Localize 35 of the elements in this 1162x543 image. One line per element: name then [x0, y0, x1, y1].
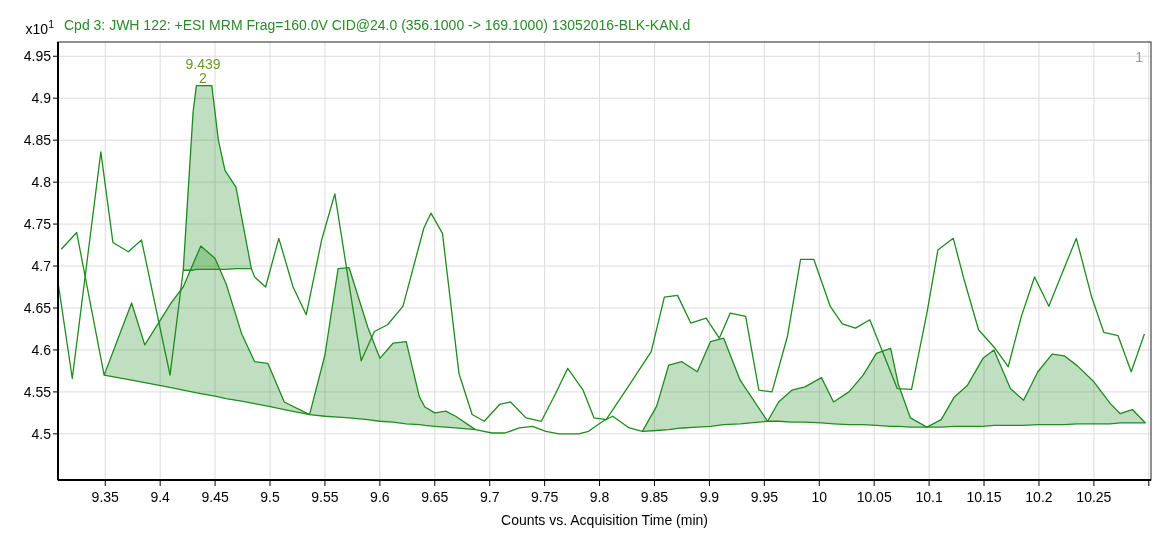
x-tick-label: 9.5	[260, 489, 280, 505]
y-tick-label: 4.55	[23, 383, 52, 400]
annotation: 1	[1135, 49, 1144, 65]
annotation: 9.439	[185, 55, 221, 72]
annotation: 2	[199, 69, 208, 86]
x-tick-label: 9.35	[91, 489, 120, 505]
x-axis-title: Counts vs. Acquisition Time (min)	[501, 512, 708, 528]
x-tick-label: 9.55	[311, 489, 339, 505]
x-tick-label: 9.85	[640, 489, 669, 505]
x-tick-label: 10.15	[966, 489, 1002, 505]
x-tick-label: 9.6	[370, 489, 390, 505]
x-tick-label: 10.25	[1076, 489, 1112, 505]
y-tick-label: 4.95	[23, 48, 52, 65]
x-tick-label: 9.4	[150, 489, 171, 505]
x-tick-label: 9.8	[589, 489, 610, 505]
y-tick-label: 4.85	[23, 132, 52, 149]
y-tick-label: 4.65	[23, 299, 52, 316]
y-tick-label: 4.8	[31, 174, 52, 191]
y-tick-label: 4.75	[23, 216, 52, 233]
y-tick-label: 4.9	[31, 90, 52, 107]
x-tick-label: 9.65	[421, 489, 449, 505]
x-tick-label: 9.45	[201, 489, 229, 505]
x-tick-label: 10	[811, 489, 828, 505]
x-tick-label: 9.9	[699, 489, 720, 505]
x-tick-label: 9.75	[531, 489, 559, 505]
x-tick-label: 10.2	[1025, 489, 1053, 505]
y-tick-label: 4.6	[31, 341, 52, 358]
chart-title: Cpd 3: JWH 122: +ESI MRM Frag=160.0V CID@24.0 (356.1000 -> 169.1000) 13052016-BLK-KAN.d	[64, 17, 691, 33]
x-tick-label: 9.95	[750, 489, 779, 505]
x-tick-label: 10.05	[856, 489, 892, 505]
y-tick-label: 4.7	[31, 258, 52, 275]
y-tick-label: 4.5	[31, 425, 52, 442]
y-axis-title: x10$^{1}$	[25, 18, 55, 37]
x-tick-label: 10.1	[915, 489, 943, 505]
x-tick-label: 9.7	[479, 489, 500, 505]
